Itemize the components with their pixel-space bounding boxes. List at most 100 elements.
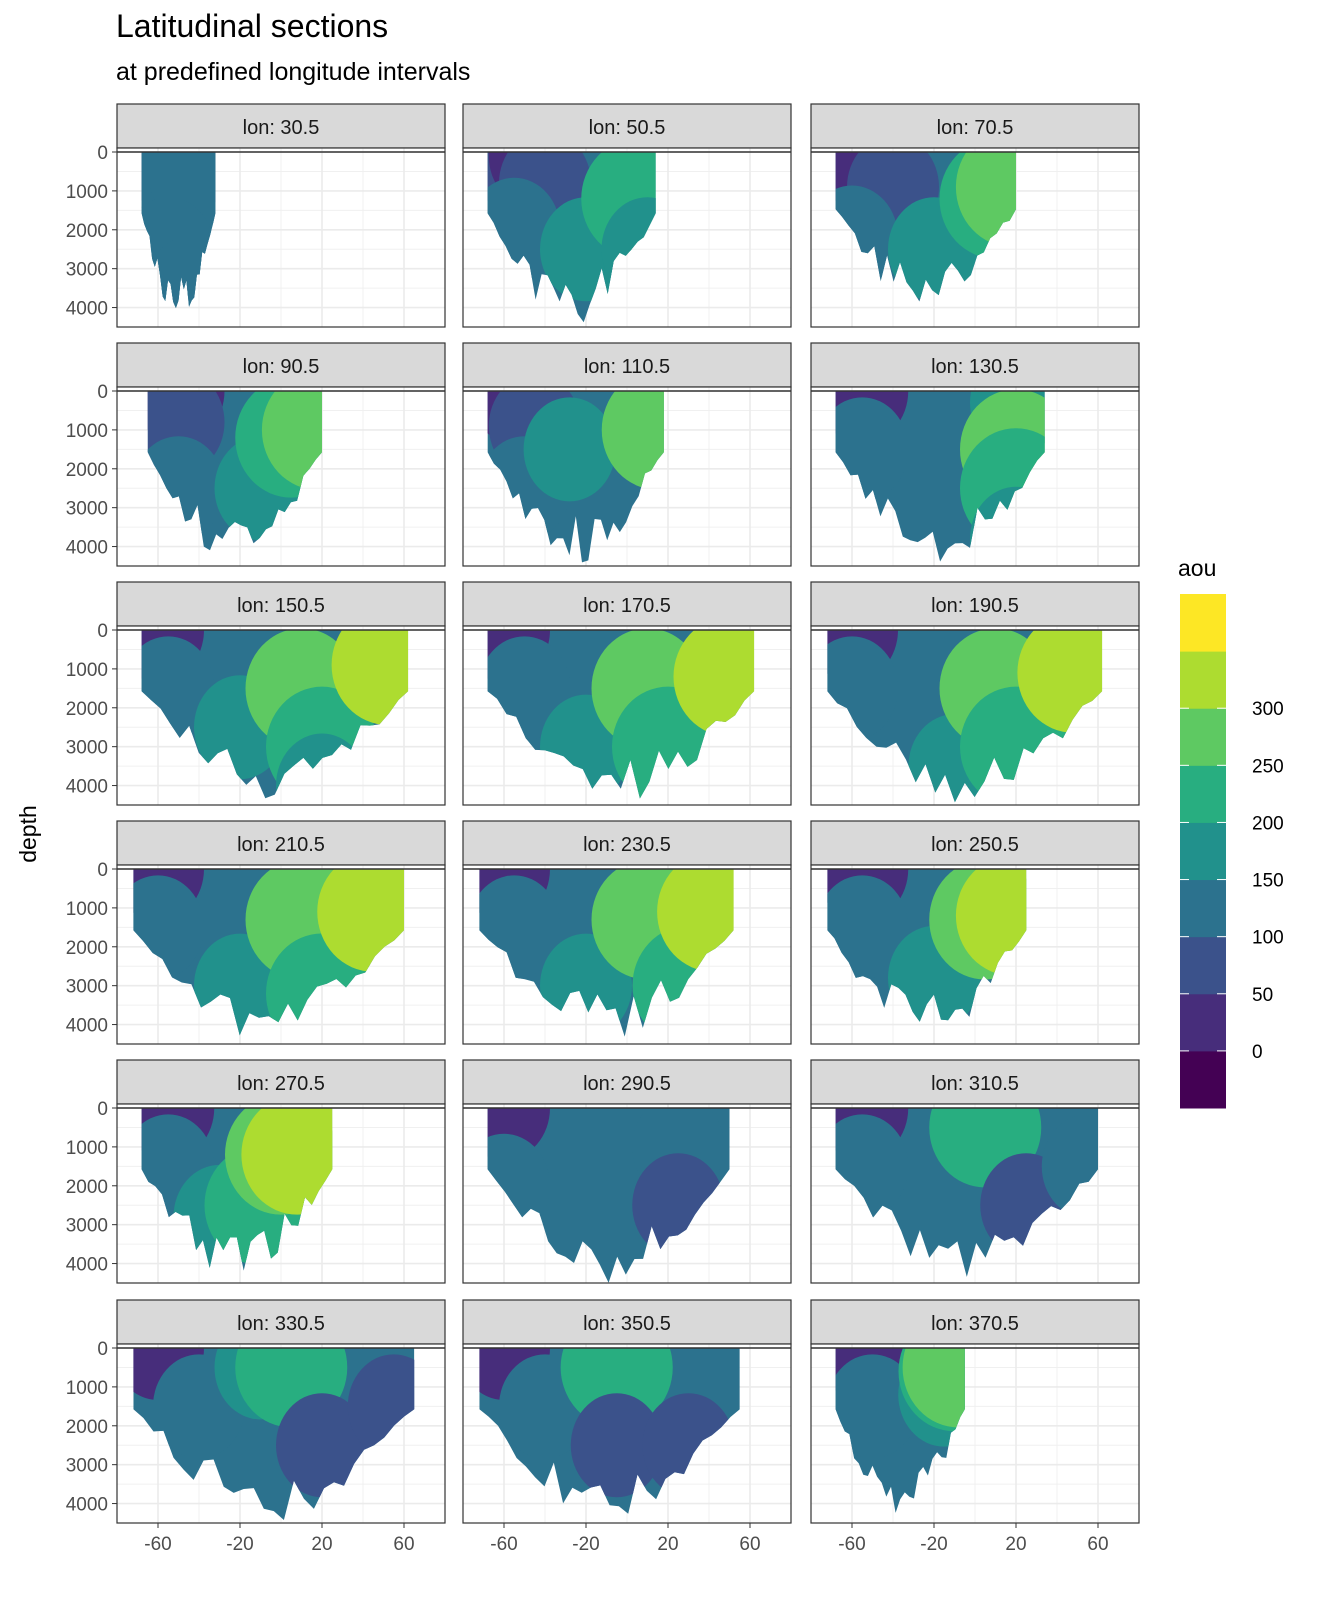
- facet-strip-label: lon: 30.5: [243, 117, 320, 139]
- facet-strip: [810, 581, 1140, 627]
- panel-border: [462, 864, 792, 1045]
- legend-color-band: [1180, 708, 1226, 766]
- panel-border: [810, 625, 1140, 806]
- x-tick-label: 20: [311, 1534, 332, 1555]
- y-tick-label: 0: [97, 143, 108, 164]
- panel-border: [810, 386, 1140, 567]
- legend-break-label: 200: [1252, 813, 1284, 834]
- facet-panel: lon: 110.5: [462, 342, 792, 567]
- y-tick-label: 3000: [66, 499, 108, 520]
- y-tick-label: 1000: [66, 1138, 108, 1159]
- aou-contour-region: [601, 391, 664, 490]
- aou-contour-region: [1041, 1114, 1098, 1219]
- facet-strip-label: lon: 230.5: [583, 834, 671, 856]
- y-tick-label: 3000: [66, 738, 108, 759]
- facet-strip-label: lon: 370.5: [931, 1313, 1019, 1335]
- facet-strip-label: lon: 170.5: [583, 595, 671, 617]
- section-fill: [835, 1108, 1098, 1277]
- y-tick-label: 2000: [66, 699, 108, 720]
- facet-panel: lon: 50.5: [462, 103, 792, 328]
- aou-contour-region: [523, 397, 616, 502]
- aou-contour-region: [673, 630, 755, 737]
- y-tick-label: 0: [97, 1339, 108, 1360]
- legend-break-label: 100: [1252, 928, 1284, 949]
- legend: aou 0 50 100 150 200 250 300: [1178, 555, 1284, 1109]
- facet-strip-label: lon: 310.5: [931, 1073, 1019, 1095]
- legend-title: aou: [1178, 555, 1216, 581]
- y-tick-label: 4000: [66, 538, 108, 559]
- legend-color-band: [1180, 651, 1226, 709]
- facet-strip-label: lon: 350.5: [583, 1313, 671, 1335]
- legend-color-band: [1180, 993, 1226, 1052]
- y-tick-label: 2000: [66, 460, 108, 481]
- x-tick-label: -60: [838, 1534, 865, 1555]
- legend-color-band: [1180, 594, 1226, 652]
- legend-break-label: 250: [1252, 756, 1284, 777]
- x-tick-label: -20: [226, 1534, 253, 1555]
- facet-strip: [810, 103, 1140, 149]
- panel-border: [462, 386, 792, 567]
- x-tick-label: 60: [1087, 1534, 1108, 1555]
- facet-strip: [810, 342, 1140, 388]
- x-tick-label: -60: [144, 1534, 171, 1555]
- section-fill: [487, 1108, 730, 1283]
- facet-strip-label: lon: 50.5: [589, 117, 666, 139]
- legend-color-band: [1180, 879, 1226, 938]
- aou-contour-region: [487, 1108, 550, 1160]
- y-tick-label: 4000: [66, 1255, 108, 1276]
- facet-panel: lon: 130.5: [810, 342, 1140, 567]
- panel-border: [116, 625, 446, 806]
- facet-panel: lon: 230.5: [462, 820, 792, 1045]
- x-tick-label: -20: [920, 1534, 947, 1555]
- y-tick-label: 1000: [66, 182, 108, 203]
- aou-contour-region: [657, 869, 734, 972]
- panel-border: [116, 147, 446, 328]
- y-tick-label: 3000: [66, 1456, 108, 1477]
- aou-contour-region: [560, 1348, 673, 1428]
- facet-strip-label: lon: 330.5: [237, 1313, 325, 1335]
- facet-strip: [810, 1299, 1140, 1345]
- y-tick-label: 4000: [66, 1016, 108, 1037]
- y-tick-label: 2000: [66, 938, 108, 959]
- facet-strip: [462, 1059, 792, 1105]
- facet-strip-label: lon: 290.5: [583, 1073, 671, 1095]
- panel-border: [462, 625, 792, 806]
- facet-panel: lon: 330.5 0 1000 2000 3000 4000 -60 -20 20 60: [66, 1299, 446, 1555]
- y-tick-label: 0: [97, 1099, 108, 1120]
- y-tick-label: 1000: [66, 1378, 108, 1399]
- y-tick-label: 1000: [66, 421, 108, 442]
- facet-panel: lon: 170.5: [462, 581, 792, 806]
- legend-color-band: [1180, 822, 1226, 881]
- aou-contour-region: [261, 391, 322, 490]
- y-tick-label: 3000: [66, 1216, 108, 1237]
- facet-strip: [116, 1299, 446, 1345]
- y-tick-label: 0: [97, 860, 108, 881]
- y-tick-label: 2000: [66, 1417, 108, 1438]
- panel-border: [116, 864, 446, 1045]
- facet-strip-label: lon: 130.5: [931, 356, 1019, 378]
- x-tick-label: 20: [1005, 1534, 1026, 1555]
- legend-color-band: [1180, 765, 1226, 823]
- y-tick-label: 2000: [66, 1177, 108, 1198]
- legend-color-band: [1180, 936, 1226, 995]
- x-tick-label: 60: [739, 1534, 760, 1555]
- legend-color-band: [1180, 1050, 1226, 1109]
- facet-panel: lon: 370.5 -60 -20 20 60: [810, 1299, 1140, 1555]
- section-fill: [141, 1108, 333, 1271]
- facet-panel: lon: 350.5 -60 -20 20 60: [462, 1299, 792, 1555]
- facet-strip-label: lon: 90.5: [243, 356, 320, 378]
- x-tick-label: -60: [490, 1534, 517, 1555]
- aou-contour-region: [487, 1133, 550, 1238]
- y-tick-label: 0: [97, 621, 108, 642]
- y-tick-label: 0: [97, 382, 108, 403]
- chart-title: Latitudinal sections: [116, 8, 389, 44]
- facet-panel: lon: 290.5: [462, 1059, 792, 1284]
- facet-panel: lon: 190.5: [810, 581, 1140, 806]
- facet-strip-label: lon: 70.5: [937, 117, 1014, 139]
- chart-subtitle: at predefined longitude intervals: [116, 58, 471, 86]
- panel-border: [462, 1103, 792, 1284]
- facet-panel: lon: 210.5 0 1000 2000 3000 4000: [66, 820, 446, 1045]
- aou-contour-region: [276, 1393, 368, 1498]
- facet-strip: [116, 1059, 446, 1105]
